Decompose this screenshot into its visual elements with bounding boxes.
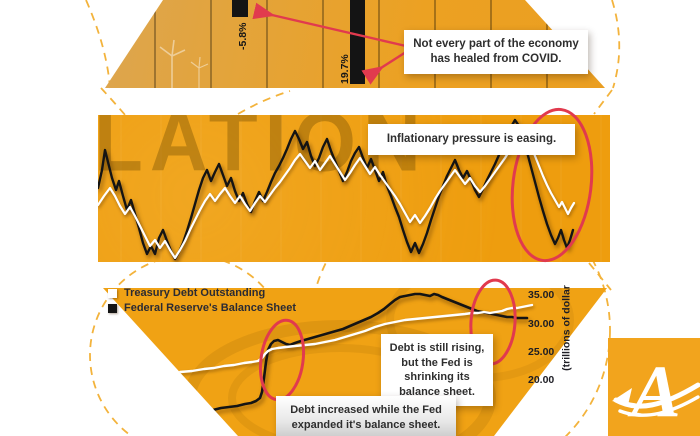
fed-balance-label: Federal Reserve's Balance Sheet <box>124 302 296 314</box>
debt-chart-y-axis-title: (trillions of dollar <box>560 285 573 371</box>
debt-chart-legend: Treasury Debt Outstanding Federal Reserv… <box>108 287 296 317</box>
inflation-annotation: Inflationary pressure is easing. <box>368 124 575 156</box>
y-tick-label: 30.00 <box>528 318 555 330</box>
logo-a-graphic: A <box>612 351 700 433</box>
fed-balance-marker <box>108 303 117 313</box>
dashed-arc-gap-left <box>100 87 127 117</box>
dashed-arc-gap-lower-right <box>588 262 612 291</box>
debt-increased-annotation: Debt increased while the Fed expanded it… <box>276 396 456 436</box>
bar-value-label: 19.7% <box>339 54 351 84</box>
dashed-arc-top-right <box>611 0 621 89</box>
y-tick-label: 20.00 <box>528 374 555 386</box>
dashed-arc-top-left <box>85 0 111 89</box>
legend-item-fed-balance: Federal Reserve's Balance Sheet <box>108 302 296 314</box>
treasury-debt-label: Treasury Debt Outstanding <box>124 287 266 299</box>
bar <box>350 0 365 84</box>
inflation-watermark-text: LATION <box>94 94 428 189</box>
y-tick-label: 35.00 <box>528 289 555 301</box>
dashed-arc-gap-center <box>237 90 291 115</box>
covid-annotation: Not every part of the economy has healed… <box>404 30 588 75</box>
brand-logo: A <box>608 338 700 436</box>
y-tick-label: 25.00 <box>528 346 555 358</box>
logo-letter: A <box>627 351 680 433</box>
dashed-arc-gap-right <box>593 89 613 115</box>
bar <box>232 0 248 17</box>
legend-item-treasury-debt: Treasury Debt Outstanding <box>108 287 296 299</box>
bar-value-label: -5.8% <box>237 22 249 50</box>
treasury-debt-marker <box>108 288 117 298</box>
